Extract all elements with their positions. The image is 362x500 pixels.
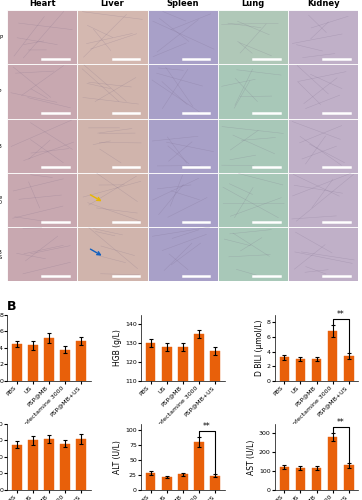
Bar [279,358,289,381]
Bar [7,173,77,227]
Bar [194,442,204,490]
Bar [76,439,86,490]
Bar [328,331,337,381]
Text: Spleen: Spleen [167,0,199,8]
Text: Lung: Lung [241,0,265,8]
Y-axis label: ALT (U/L): ALT (U/L) [113,440,122,474]
Bar [312,359,321,381]
Bar [77,64,148,118]
Bar [44,439,54,490]
Bar [148,10,218,64]
Bar [218,118,288,173]
Text: **: ** [203,422,211,430]
Bar [328,437,337,490]
Bar [162,477,172,490]
Bar [162,347,172,500]
Bar [296,359,305,381]
Bar [76,342,86,381]
Y-axis label: HGB (g/L): HGB (g/L) [113,330,122,366]
Bar [28,346,38,381]
Text: P: P [0,34,2,40]
Bar [60,350,70,381]
Bar [288,227,358,281]
Text: PSP@MB: PSP@MB [0,143,2,148]
Bar [44,338,54,381]
Bar [218,64,288,118]
Bar [344,466,354,490]
Bar [312,468,321,490]
Bar [148,64,218,118]
Y-axis label: AST (U/L): AST (U/L) [247,440,256,474]
Bar [28,440,38,490]
Bar [7,10,77,64]
Bar [288,64,358,118]
Text: Lipofectamine
3000: Lipofectamine 3000 [0,194,2,205]
Bar [146,473,155,490]
Bar [77,10,148,64]
Bar [288,118,358,173]
Y-axis label: D BILI (μmol/L): D BILI (μmol/L) [255,320,264,376]
Text: Liver: Liver [101,0,125,8]
Bar [148,227,218,281]
Bar [218,10,288,64]
Text: **: ** [337,310,345,318]
Text: US+P: US+P [0,89,2,94]
Bar [146,343,155,500]
Bar [194,334,204,500]
Bar [12,444,22,490]
Bar [7,64,77,118]
Bar [279,468,289,490]
Bar [218,173,288,227]
Text: PSP@MB
+US: PSP@MB +US [0,249,2,260]
Bar [218,227,288,281]
Bar [148,173,218,227]
Bar [288,10,358,64]
Text: Heart: Heart [29,0,56,8]
Bar [77,118,148,173]
Bar [210,351,220,500]
Bar [344,356,354,381]
Text: **: ** [337,418,345,427]
Bar [12,344,22,381]
Bar [148,118,218,173]
Bar [288,173,358,227]
Bar [296,468,305,490]
Bar [178,474,188,490]
Bar [178,347,188,500]
Text: Kidney: Kidney [307,0,340,8]
Bar [7,118,77,173]
Bar [7,227,77,281]
Bar [77,227,148,281]
Bar [77,173,148,227]
Bar [60,444,70,490]
Text: B: B [7,300,17,312]
Bar [210,476,220,490]
